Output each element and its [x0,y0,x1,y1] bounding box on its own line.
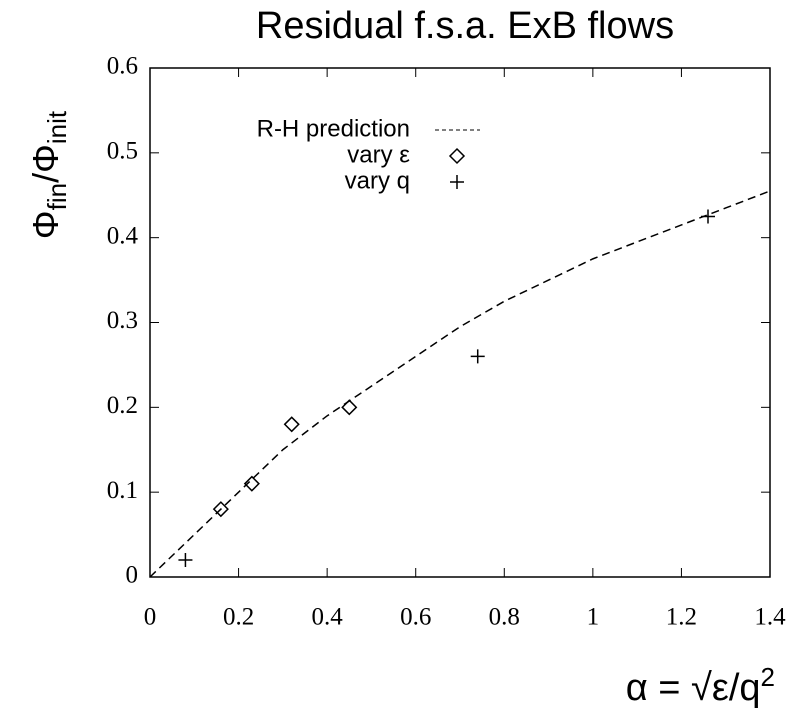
chart-title: Residual f.s.a. ExB flows [256,5,674,47]
plus-marker [701,209,715,224]
legend-swatch [450,175,464,189]
plot-frame [149,67,771,578]
y-tick-label: 0.6 [107,53,138,80]
diamond-marker [341,399,358,416]
diamond-marker [212,501,229,518]
y-tick-label: 0.2 [107,392,138,419]
diamond-marker [243,475,260,492]
y-tick-label: 0.1 [107,477,138,504]
x-label-part: 2 [761,662,775,692]
x-label-part: α = √ε/q [626,667,761,709]
x-tick-label: 1.4 [754,604,786,631]
plus-marker [470,349,485,364]
diamond-marker [283,416,300,433]
x-tick-label: 1 [587,604,600,631]
y-tick-label: 0 [126,562,139,589]
y-label-part: /Φ [25,144,66,183]
x-tick-label: 1.2 [666,604,697,631]
y-label-part: Φ [25,210,66,239]
x-tick-label: 0 [144,604,157,631]
legend-label: vary q [345,167,410,194]
x-tick-label: 0.8 [489,604,520,631]
y-axis-label: Φfin/Φinit [25,110,72,239]
legend-label: vary ε [347,141,410,168]
y-label-part: init [42,110,72,144]
x-axis-label: α = √ε/q2 [626,662,775,709]
legend-label: R-H prediction [257,115,410,142]
y-label-part: fin [42,183,72,210]
legend-swatch [448,147,466,165]
x-tick-label: 0.6 [400,604,431,631]
x-tick-label: 0.4 [312,604,344,631]
y-tick-label: 0.5 [107,138,138,165]
plus-marker [178,553,193,568]
prediction-line [149,190,771,578]
y-tick-label: 0.3 [107,307,138,334]
y-tick-label: 0.4 [107,222,139,249]
x-tick-label: 0.2 [223,604,254,631]
